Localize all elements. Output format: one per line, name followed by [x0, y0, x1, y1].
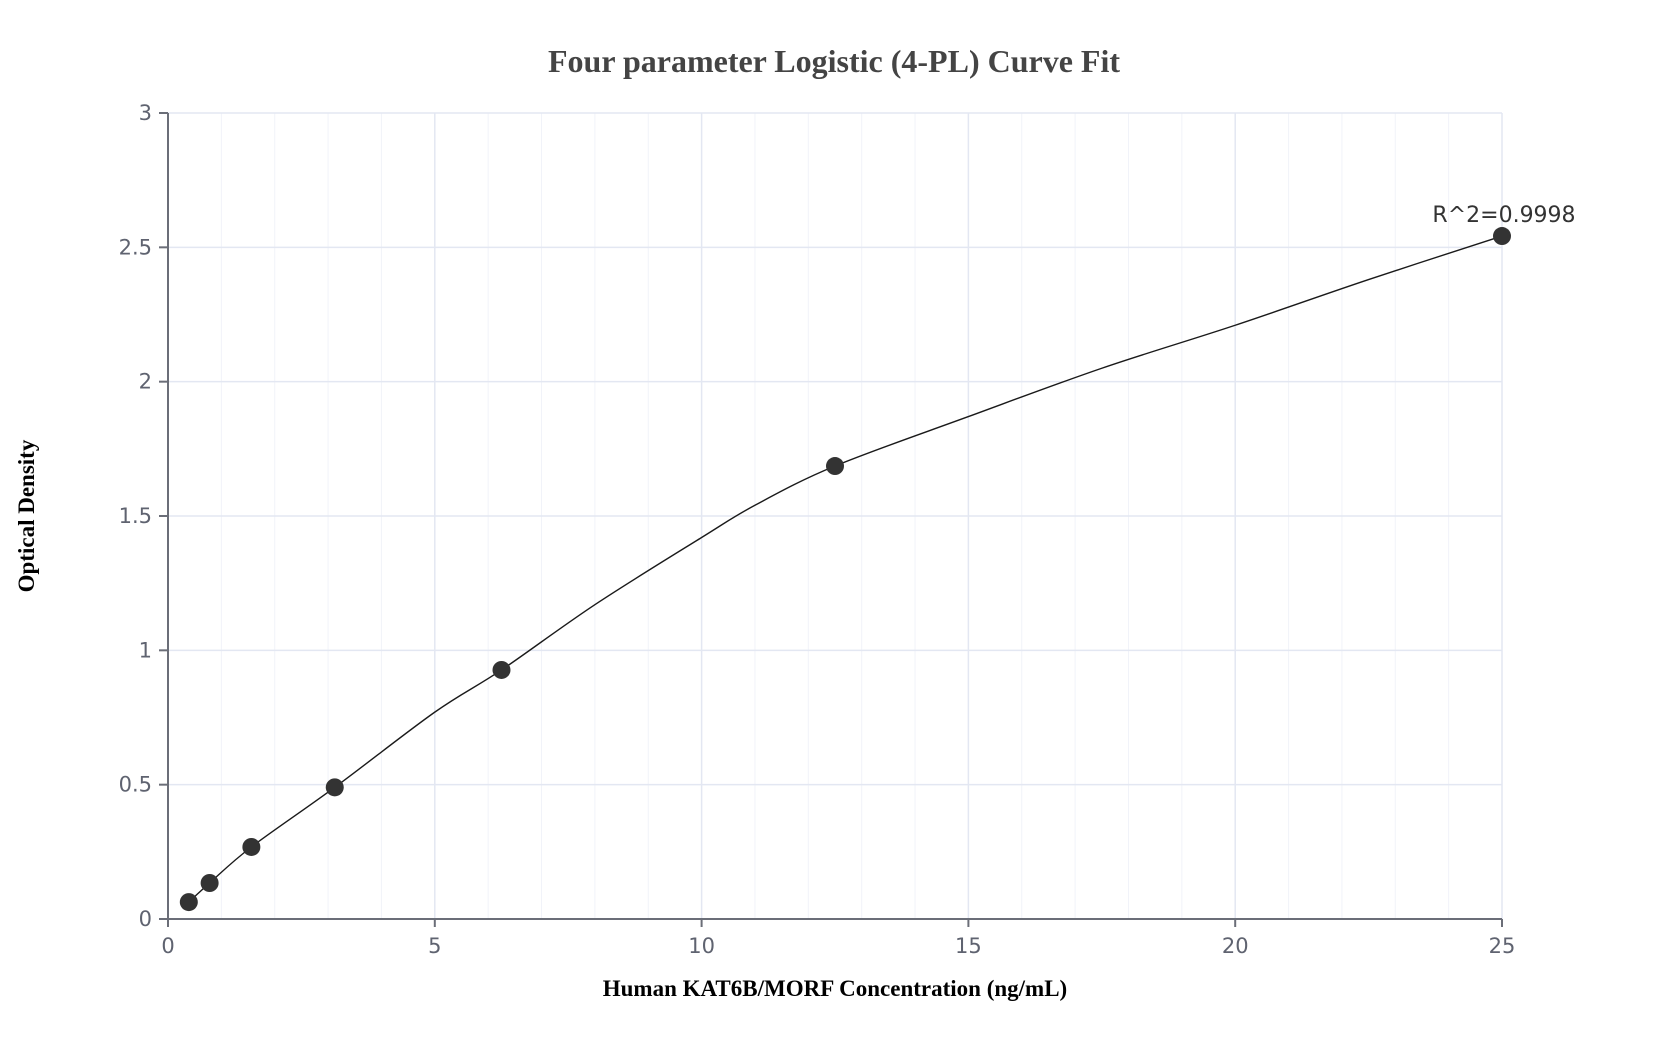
x-tick-label: 0	[161, 934, 174, 958]
x-tick-label: 5	[428, 934, 441, 958]
y-tick-label: 0.5	[119, 773, 152, 797]
data-point[interactable]	[492, 660, 511, 679]
r-squared-annotation: R^2=0.9998	[1432, 203, 1575, 228]
data-point[interactable]	[200, 873, 219, 892]
data-point[interactable]	[242, 837, 261, 856]
y-tick-label: 2.5	[119, 235, 152, 259]
y-axis-ticks: 0 0.5 1 1.5 2 2.5 3	[119, 101, 168, 931]
y-tick-label: 1.5	[119, 504, 152, 528]
y-tick-label: 1	[139, 638, 152, 662]
y-tick-label: 3	[139, 101, 152, 125]
fit-curve-line	[188, 235, 1503, 903]
data-point[interactable]	[1493, 227, 1511, 246]
x-tick-label: 20	[1222, 934, 1249, 958]
x-axis-title: Human KAT6B/MORF Concentration (ng/mL)	[603, 976, 1067, 1001]
data-points	[179, 227, 1511, 912]
data-point[interactable]	[179, 893, 198, 912]
data-point[interactable]	[325, 778, 344, 797]
x-tick-label: 15	[955, 934, 982, 958]
y-axis-title: Optical Density	[14, 439, 39, 592]
y-tick-label: 2	[139, 370, 152, 394]
x-tick-label: 10	[688, 934, 715, 958]
chart-title: Four parameter Logistic (4-PL) Curve Fit	[548, 43, 1120, 79]
y-tick-label: 0	[139, 907, 152, 931]
x-axis-ticks: 0 5 10 15 20 25	[161, 919, 1515, 958]
data-point[interactable]	[826, 457, 844, 476]
major-gridlines	[168, 112, 1503, 919]
x-tick-label: 25	[1489, 934, 1516, 958]
